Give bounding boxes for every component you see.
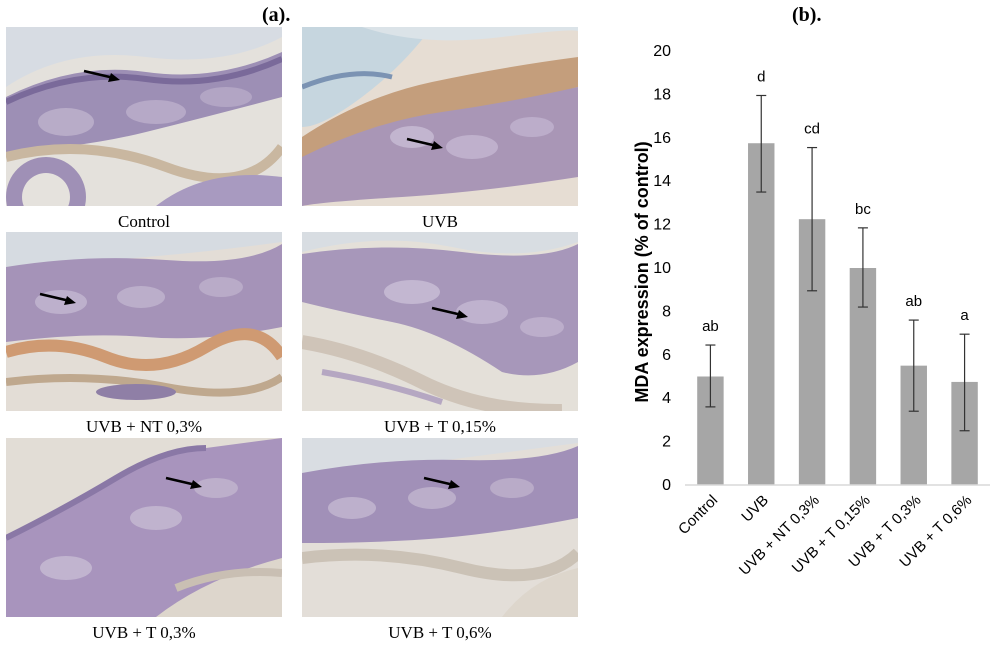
x-tick-label: Control (675, 492, 721, 538)
caption-uvb: UVB (422, 212, 458, 231)
y-tick-label: 20 (653, 43, 671, 60)
y-tick-label: 2 (662, 434, 671, 451)
micrograph-image (6, 27, 282, 206)
caption-uvb-nt-0-3: UVB + NT 0,3% (86, 417, 202, 436)
significance-label: cd (804, 121, 820, 138)
micrograph-uvb (302, 27, 578, 206)
micrograph-image (6, 438, 282, 617)
y-tick-label: 12 (653, 217, 671, 234)
micrograph-uvb-t-0-6 (302, 438, 578, 617)
y-axis-label: MDA expression (% of control) (632, 141, 652, 402)
micrograph-image (302, 232, 578, 411)
micrograph-image (302, 27, 578, 206)
significance-label: bc (855, 201, 871, 218)
y-axis: 0 2 4 6 8 10 12 14 16 18 20 (653, 43, 671, 494)
arrow-icon (423, 476, 460, 489)
significance-label: d (757, 68, 765, 85)
mda-bar-chart: 0 2 4 6 8 10 12 14 16 18 20 ab d cd bc ab a Control UVB U… (600, 30, 1000, 647)
micrograph-image (302, 438, 578, 617)
y-tick-label: 10 (653, 260, 671, 277)
caption-uvb-t-0-15: UVB + T 0,15% (384, 417, 496, 436)
caption-uvb-t-0-6: UVB + T 0,6% (388, 623, 492, 642)
micrograph-uvb-nt-0-3 (6, 232, 282, 411)
arrow-icon (165, 476, 202, 489)
arrow-icon (83, 69, 120, 82)
arrow-icon (406, 137, 443, 150)
bars: ab d cd bc ab a (697, 68, 978, 486)
micrograph-uvb-t-0-3 (6, 438, 282, 617)
micrograph-control (6, 27, 282, 206)
y-tick-label: 16 (653, 130, 671, 147)
arrow-icon (39, 292, 76, 305)
x-tick-label: UVB (738, 492, 772, 526)
micrograph-uvb-t-0-15 (302, 232, 578, 411)
significance-label: ab (702, 318, 719, 335)
bar (748, 143, 775, 485)
micrograph-image (6, 232, 282, 411)
y-tick-label: 8 (662, 303, 671, 320)
y-tick-label: 18 (653, 86, 671, 103)
panel-a-label: (a). (262, 4, 291, 26)
significance-label: ab (905, 293, 922, 310)
arrow-icon (431, 306, 468, 319)
caption-control: Control (118, 212, 170, 231)
y-tick-label: 6 (662, 347, 671, 364)
y-tick-label: 4 (662, 390, 671, 407)
y-tick-label: 0 (662, 477, 671, 494)
caption-uvb-t-0-3: UVB + T 0,3% (92, 623, 196, 642)
y-tick-label: 14 (653, 173, 671, 190)
significance-label: a (960, 307, 969, 324)
panel-b-label: (b). (792, 4, 822, 26)
